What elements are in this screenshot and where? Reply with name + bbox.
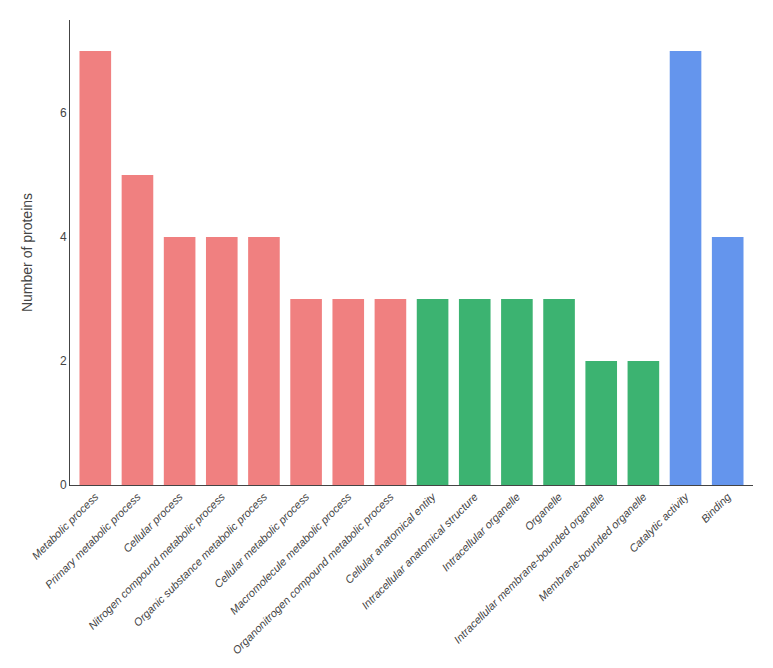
- svg-text:Cellular anatomical entity: Cellular anatomical entity: [343, 489, 439, 585]
- svg-text:Number of proteins: Number of proteins: [19, 193, 35, 312]
- svg-text:Binding: Binding: [699, 490, 734, 525]
- svg-text:Metabolic process: Metabolic process: [29, 490, 101, 562]
- svg-text:0: 0: [60, 478, 67, 492]
- svg-text:Membrane-bounded organelle: Membrane-bounded organelle: [536, 491, 649, 604]
- svg-text:2: 2: [60, 354, 67, 368]
- svg-text:Intracellular organelle: Intracellular organelle: [439, 491, 522, 574]
- svg-text:Macromolecule metabolic proces: Macromolecule metabolic process: [227, 490, 353, 616]
- svg-text:Cellular metabolic process: Cellular metabolic process: [212, 490, 312, 590]
- svg-text:Catalytic activity: Catalytic activity: [627, 489, 692, 554]
- svg-text:Organonitrogen compound metabo: Organonitrogen compound metabolic proces…: [230, 490, 396, 656]
- svg-text:Primary metabolic process: Primary metabolic process: [43, 490, 143, 590]
- svg-text:4: 4: [60, 230, 67, 244]
- svg-text:Cellular process: Cellular process: [121, 490, 186, 555]
- svg-text:Intracellular membrane-bounded: Intracellular membrane-bounded organelle: [451, 491, 606, 646]
- svg-text:Organelle: Organelle: [522, 491, 564, 533]
- svg-text:Nitrogen compound metabolic pr: Nitrogen compound metabolic process: [86, 490, 228, 632]
- svg-text:Intracellular anatomical struc: Intracellular anatomical structure: [359, 491, 480, 612]
- svg-text:6: 6: [60, 106, 67, 120]
- svg-text:Organic substance metabolic pr: Organic substance metabolic process: [131, 490, 270, 629]
